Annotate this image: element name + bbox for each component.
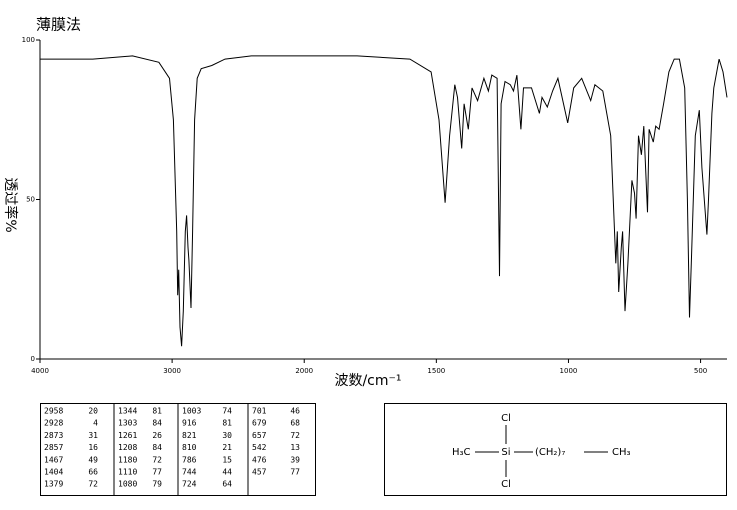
transmittance: 66 <box>88 468 98 477</box>
atom: Cl <box>501 413 511 424</box>
wavenumber: 916 <box>182 419 197 428</box>
transmittance: 72 <box>88 480 98 489</box>
wavenumber: 1110 <box>118 468 137 477</box>
wavenumber: 2873 <box>44 431 63 440</box>
atom: Cl <box>501 479 511 490</box>
transmittance: 15 <box>222 455 232 464</box>
wavenumber: 701 <box>252 407 267 416</box>
wavenumber: 476 <box>252 455 267 464</box>
wavenumber: 1208 <box>118 443 137 452</box>
transmittance: 39 <box>290 455 300 464</box>
x-axis-label: 波数/cm⁻¹ <box>334 373 401 389</box>
transmittance: 44 <box>222 468 232 477</box>
x-tick-label: 2000 <box>295 367 313 375</box>
y-axis-label: 透过率% <box>2 177 19 232</box>
x-tick-label: 4000 <box>31 367 49 375</box>
transmittance: 16 <box>88 443 98 452</box>
y-tick-label: 0 <box>31 355 35 363</box>
wavenumber: 821 <box>182 431 197 440</box>
x-tick-label: 3000 <box>163 367 181 375</box>
wavenumber: 1303 <box>118 419 137 428</box>
x-tick-label: 500 <box>694 367 707 375</box>
wavenumber: 1467 <box>44 455 63 464</box>
wavenumber: 786 <box>182 455 197 464</box>
transmittance: 30 <box>222 431 232 440</box>
atom: Si <box>501 447 510 458</box>
transmittance: 81 <box>152 407 162 416</box>
transmittance: 21 <box>222 443 232 452</box>
structure: Cl Cl H₃C Si (CH₂)₇ CH₃ <box>452 413 631 490</box>
transmittance: 81 <box>222 419 232 428</box>
transmittance: 46 <box>290 407 300 416</box>
wavenumber: 1261 <box>118 431 137 440</box>
transmittance: 64 <box>222 480 232 489</box>
wavenumber: 2958 <box>44 407 63 416</box>
atom: H₃C <box>452 447 471 458</box>
x-tick-label: 1000 <box>560 367 578 375</box>
transmittance: 74 <box>222 407 232 416</box>
structure-frame <box>384 403 727 496</box>
wavenumber: 457 <box>252 468 267 477</box>
wavenumber: 724 <box>182 480 197 489</box>
transmittance: 72 <box>152 455 162 464</box>
wavenumber: 1404 <box>44 468 63 477</box>
wavenumber: 657 <box>252 431 267 440</box>
y-tick-label: 100 <box>22 36 35 44</box>
x-tick-label: 1500 <box>427 367 445 375</box>
spectrum-line <box>40 55 728 347</box>
transmittance: 20 <box>88 407 98 416</box>
transmittance: 26 <box>152 431 162 440</box>
wavenumber: 1379 <box>44 480 63 489</box>
transmittance: 4 <box>93 419 98 428</box>
transmittance: 72 <box>290 431 300 440</box>
chart-title: 薄膜法 <box>36 16 81 34</box>
wavenumber: 810 <box>182 443 197 452</box>
atom: CH₃ <box>612 447 631 458</box>
y-tick-label: 50 <box>26 196 35 204</box>
wavenumber: 542 <box>252 443 267 452</box>
transmittance: 77 <box>152 468 162 477</box>
transmittance: 31 <box>88 431 98 440</box>
wavenumber: 2857 <box>44 443 63 452</box>
wavenumber: 744 <box>182 468 197 477</box>
transmittance: 84 <box>152 419 162 428</box>
wavenumber: 1344 <box>118 407 137 416</box>
wavenumber: 679 <box>252 419 267 428</box>
transmittance: 13 <box>290 443 300 452</box>
atom: (CH₂)₇ <box>535 447 565 458</box>
peak-table-frame <box>40 403 316 496</box>
wavenumber: 1003 <box>182 407 201 416</box>
transmittance: 84 <box>152 443 162 452</box>
transmittance: 77 <box>290 468 300 477</box>
wavenumber: 1180 <box>118 455 137 464</box>
wavenumber: 2928 <box>44 419 63 428</box>
transmittance: 49 <box>88 455 98 464</box>
transmittance: 68 <box>290 419 300 428</box>
transmittance: 79 <box>152 480 162 489</box>
wavenumber: 1080 <box>118 480 137 489</box>
